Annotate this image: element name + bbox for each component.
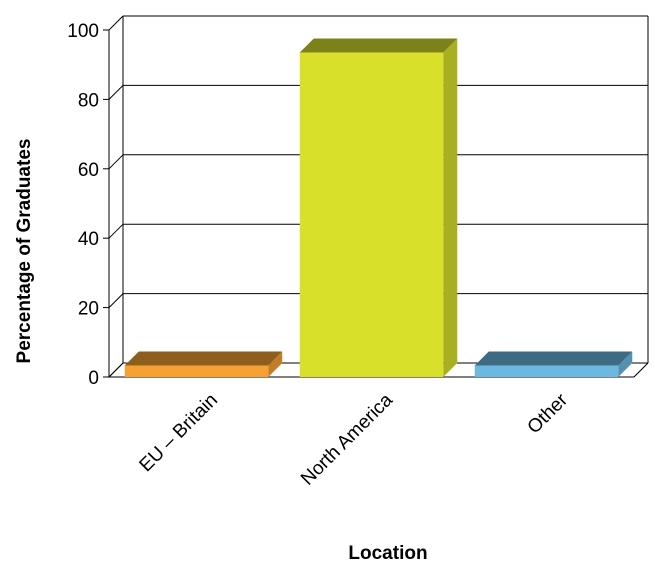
gridline-side [108, 15, 124, 31]
bar-top-face [299, 38, 458, 53]
bar-1 [124, 351, 283, 377]
x-category-label: Other [524, 389, 573, 438]
y-tick-label: 0 [88, 368, 99, 389]
bar-2 [299, 38, 458, 378]
gridline-side [108, 293, 124, 308]
bar-side-face [268, 351, 283, 377]
bar-front-face [474, 365, 619, 377]
gridline-side [108, 223, 124, 239]
x-axis-title: Location [348, 543, 427, 564]
floor-right-edge [633, 362, 649, 378]
gridline-side [108, 362, 124, 378]
bar-3 [474, 351, 633, 377]
y-axis-ticks: 0 20 40 60 80 100 [67, 21, 109, 389]
x-axis-category-labels: EU – Britain North America Other [136, 389, 573, 489]
x-category-label: North America [297, 389, 397, 489]
bar-top-face [124, 351, 283, 366]
y-tick-label: 20 [78, 299, 99, 320]
y-tick-label: 60 [78, 160, 99, 181]
bar-front-face [299, 52, 444, 378]
bar-front-face [124, 365, 269, 377]
y-axis-title: Percentage of Graduates [14, 139, 35, 364]
y-tick-label: 80 [78, 90, 99, 111]
gridline-side [108, 154, 124, 170]
bar-side-face [443, 38, 458, 378]
y-tick-label: 40 [78, 229, 99, 250]
x-category-label: EU – Britain [136, 390, 223, 477]
gridline-side [108, 85, 124, 100]
y-tick-label: 100 [67, 21, 99, 42]
bar-top-face [474, 351, 633, 366]
bars [124, 38, 633, 378]
bar-side-face [618, 351, 633, 377]
